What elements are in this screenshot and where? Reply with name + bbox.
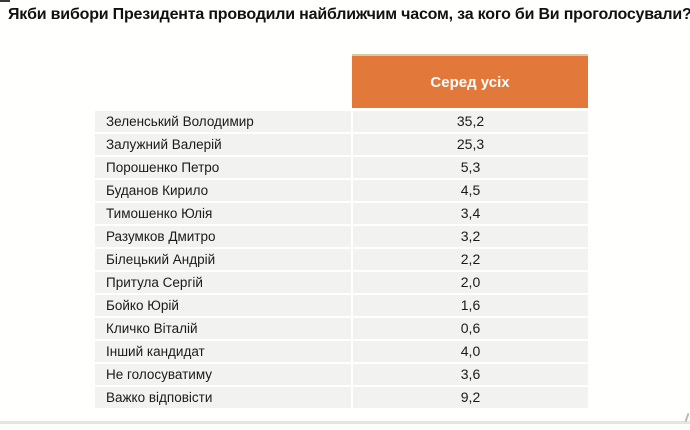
value-cell: 3,6 bbox=[353, 364, 588, 385]
candidate-name-cell: Разумков Дмитро bbox=[95, 226, 351, 247]
candidate-name-cell: Зеленський Володимир bbox=[95, 111, 351, 132]
table-row: Залужний Валерій 25,3 bbox=[95, 134, 588, 155]
table-row: Разумков Дмитро 3,2 bbox=[95, 226, 588, 247]
candidate-name-cell: Кличко Віталій bbox=[95, 318, 351, 339]
candidate-name-cell: Бойко Юрій bbox=[95, 295, 351, 316]
value-cell: 2,0 bbox=[353, 272, 588, 293]
candidate-name-cell: Білецький Андрій bbox=[95, 249, 351, 270]
value-cell: 1,6 bbox=[353, 295, 588, 316]
bottom-divider bbox=[0, 421, 690, 424]
candidate-name-cell: Тимошенко Юлія bbox=[95, 203, 351, 224]
value-cell: 4,0 bbox=[353, 341, 588, 362]
value-cell: 5,3 bbox=[353, 157, 588, 178]
table-row: Порошенко Петро 5,3 bbox=[95, 157, 588, 178]
value-cell: 3,4 bbox=[353, 203, 588, 224]
value-cell: 4,5 bbox=[353, 180, 588, 201]
table-row: Притула Сергій 2,0 bbox=[95, 272, 588, 293]
table-row: Тимошенко Юлія 3,4 bbox=[95, 203, 588, 224]
table-row: Кличко Віталій 0,6 bbox=[95, 318, 588, 339]
value-cell: 2,2 bbox=[353, 249, 588, 270]
value-cell: 3,2 bbox=[353, 226, 588, 247]
value-cell: 25,3 bbox=[353, 134, 588, 155]
column-header: Серед усіх bbox=[352, 54, 588, 108]
column-header-label: Серед усіх bbox=[430, 73, 510, 91]
candidate-name-cell: Притула Сергій bbox=[95, 272, 351, 293]
page-title: Якби вибори Президента проводили найближ… bbox=[8, 6, 690, 23]
candidate-name-cell: Важко відповісти bbox=[95, 387, 351, 408]
value-cell: 0,6 bbox=[353, 318, 588, 339]
results-table: Зеленський Володимир 35,2 Залужний Валер… bbox=[95, 111, 588, 410]
table-row: Буданов Кирило 4,5 bbox=[95, 180, 588, 201]
table-row: Зеленський Володимир 35,2 bbox=[95, 111, 588, 132]
video-artifact-top-left bbox=[0, 0, 10, 2]
table-row: Білецький Андрій 2,2 bbox=[95, 249, 588, 270]
table-row: Важко відповісти 9,2 bbox=[95, 387, 588, 408]
table-row: Не голосуватиму 3,6 bbox=[95, 364, 588, 385]
candidate-name-cell: Буданов Кирило bbox=[95, 180, 351, 201]
candidate-name-cell: Порошенко Петро bbox=[95, 157, 351, 178]
value-cell: 35,2 bbox=[353, 111, 588, 132]
candidate-name-cell: Не голосуватиму bbox=[95, 364, 351, 385]
table-row: Інший кандидат 4,0 bbox=[95, 341, 588, 362]
value-cell: 9,2 bbox=[353, 387, 588, 408]
candidate-name-cell: Інший кандидат bbox=[95, 341, 351, 362]
table-row: Бойко Юрій 1,6 bbox=[95, 295, 588, 316]
candidate-name-cell: Залужний Валерій bbox=[95, 134, 351, 155]
